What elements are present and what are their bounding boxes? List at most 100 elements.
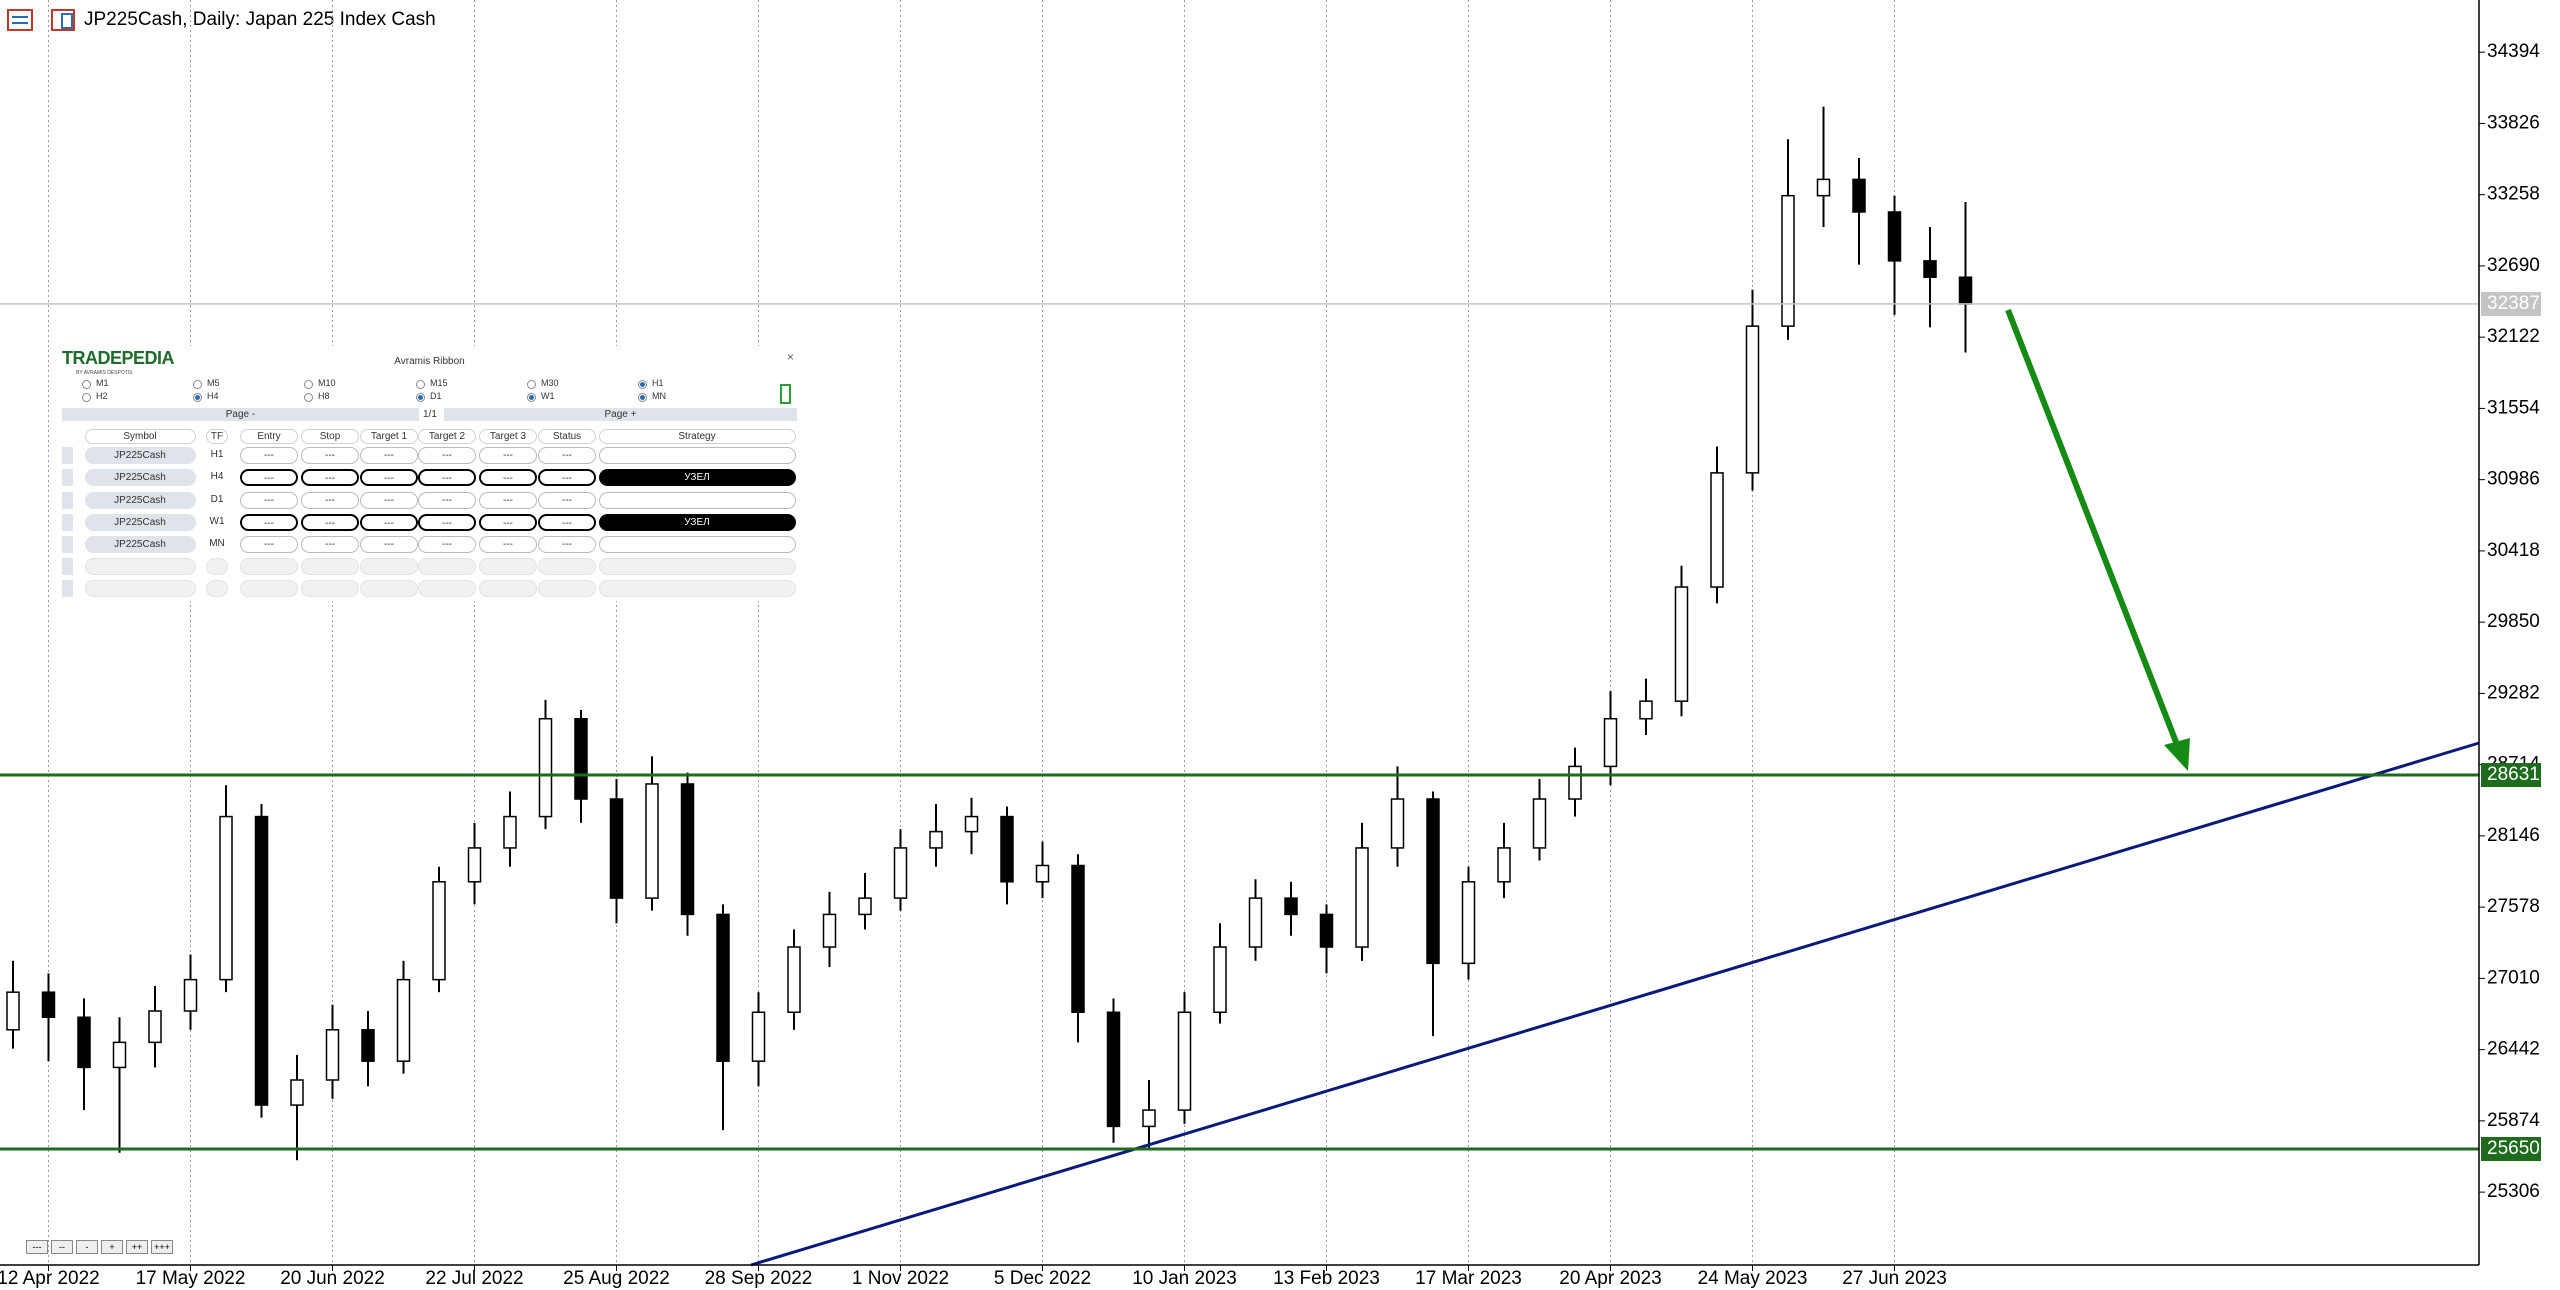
tradepedia-panel: TRADEPEDIA BY AVRAMIS DESPOTIS Avramis Rib… (62, 346, 797, 601)
radio[interactable] (82, 380, 91, 389)
table-cell: JP225Cash (84, 514, 196, 531)
logo: TRADEPEDIA (62, 348, 175, 368)
candle-body (1000, 815, 1014, 883)
indicator (780, 384, 791, 404)
candle-body (787, 946, 801, 1014)
table-cell: --- (360, 492, 418, 509)
table-cell (84, 580, 196, 597)
table-cell: MN (209, 538, 225, 549)
table-cell: --- (301, 492, 359, 509)
candle-body (716, 913, 730, 1062)
chart-title: JP225Cash, Daily: Japan 225 Index Cash (84, 9, 436, 30)
candle-body (1106, 1011, 1121, 1128)
candle-body (858, 897, 872, 916)
row-icon (62, 536, 73, 553)
y-tick-label: 34394 (2487, 41, 2540, 62)
candle-body (645, 783, 659, 899)
radio[interactable] (527, 393, 536, 402)
table-cell (598, 580, 796, 597)
table-cell: --- (479, 469, 537, 486)
page-prev[interactable]: Page - (62, 408, 419, 421)
table-cell: --- (538, 492, 596, 509)
table-cell (598, 447, 796, 464)
row-icon (62, 558, 73, 575)
y-tick-label: 25306 (2487, 1181, 2540, 1202)
candle-body (1213, 946, 1227, 1014)
candle-body (1745, 325, 1760, 474)
level-label: 28631 (2487, 764, 2540, 785)
radio[interactable] (527, 380, 536, 389)
icon (61, 13, 73, 29)
candle-body (77, 1016, 91, 1069)
candle-body (1248, 897, 1263, 948)
candle-body (538, 717, 553, 818)
close-button[interactable]: × (787, 350, 795, 364)
row-icon (62, 492, 73, 509)
radio[interactable] (193, 380, 202, 389)
table-cell: --- (479, 447, 537, 464)
radio[interactable] (416, 393, 425, 402)
candle-body (964, 815, 979, 833)
table-cell: JP225Cash (84, 469, 196, 486)
column-header: Target 1 (360, 429, 418, 444)
candle-body (112, 1041, 127, 1069)
x-tick-label: 22 Jul 2022 (425, 1268, 523, 1289)
candle-body (893, 847, 908, 899)
table-cell (206, 580, 228, 597)
candle-body (1781, 194, 1795, 327)
zoom-button[interactable]: ++ (126, 1240, 148, 1254)
candle-body (1603, 717, 1618, 768)
table-cell (479, 580, 537, 597)
table-cell: --- (240, 514, 298, 531)
logo-sub: BY AVRAMIS DESPOTIS (76, 370, 133, 376)
radio[interactable] (638, 380, 647, 389)
candle-body (1177, 1011, 1192, 1111)
candle-body (1319, 913, 1334, 948)
table-cell (479, 558, 537, 575)
table-cell: --- (418, 514, 476, 531)
x-tick-label: 28 Sep 2022 (705, 1268, 813, 1289)
radio[interactable] (416, 380, 425, 389)
table-cell: --- (240, 447, 298, 464)
radio-label: D1 (430, 391, 442, 401)
candle-body (1852, 178, 1866, 213)
zoom-button[interactable]: +++ (151, 1240, 173, 1254)
radio[interactable] (304, 380, 313, 389)
table-cell: --- (240, 536, 298, 553)
arrow-head (2164, 738, 2190, 771)
radio[interactable] (304, 393, 313, 402)
level-label-box (2481, 763, 2541, 788)
candle-body (290, 1079, 304, 1106)
zoom-button[interactable]: + (101, 1240, 123, 1254)
candle-body (929, 830, 943, 849)
zoom-button[interactable]: - (76, 1240, 98, 1254)
page-next[interactable]: Page + (444, 408, 797, 421)
x-tick-label: 17 May 2022 (136, 1268, 246, 1289)
icon (7, 9, 33, 31)
table-cell (418, 580, 476, 597)
table-cell (240, 580, 298, 597)
table-cell (301, 580, 359, 597)
y-tick-label: 29850 (2487, 611, 2540, 632)
zoom-button[interactable]: -- (51, 1240, 73, 1254)
row-icon (62, 447, 73, 464)
radio[interactable] (193, 393, 202, 402)
radio-label: M30 (541, 378, 559, 388)
y-tick-label: 29282 (2487, 682, 2540, 703)
candle-body (1923, 260, 1937, 278)
x-tick-label: 17 Mar 2023 (1415, 1268, 1522, 1289)
column-header: Entry (240, 429, 298, 444)
y-tick-label: 26442 (2487, 1039, 2540, 1060)
zoom-button[interactable]: --- (26, 1240, 48, 1254)
radio[interactable] (82, 393, 91, 402)
table-cell (84, 558, 196, 575)
table-cell: --- (301, 469, 359, 486)
candle-body (432, 881, 446, 981)
table-cell: УЗЕЛ (598, 469, 796, 486)
radio-label: H2 (96, 391, 108, 401)
table-cell: --- (418, 447, 476, 464)
radio[interactable] (638, 393, 647, 402)
column-header: Target 2 (418, 429, 476, 444)
row-icon (62, 580, 73, 597)
level-label: 25650 (2487, 1138, 2540, 1159)
